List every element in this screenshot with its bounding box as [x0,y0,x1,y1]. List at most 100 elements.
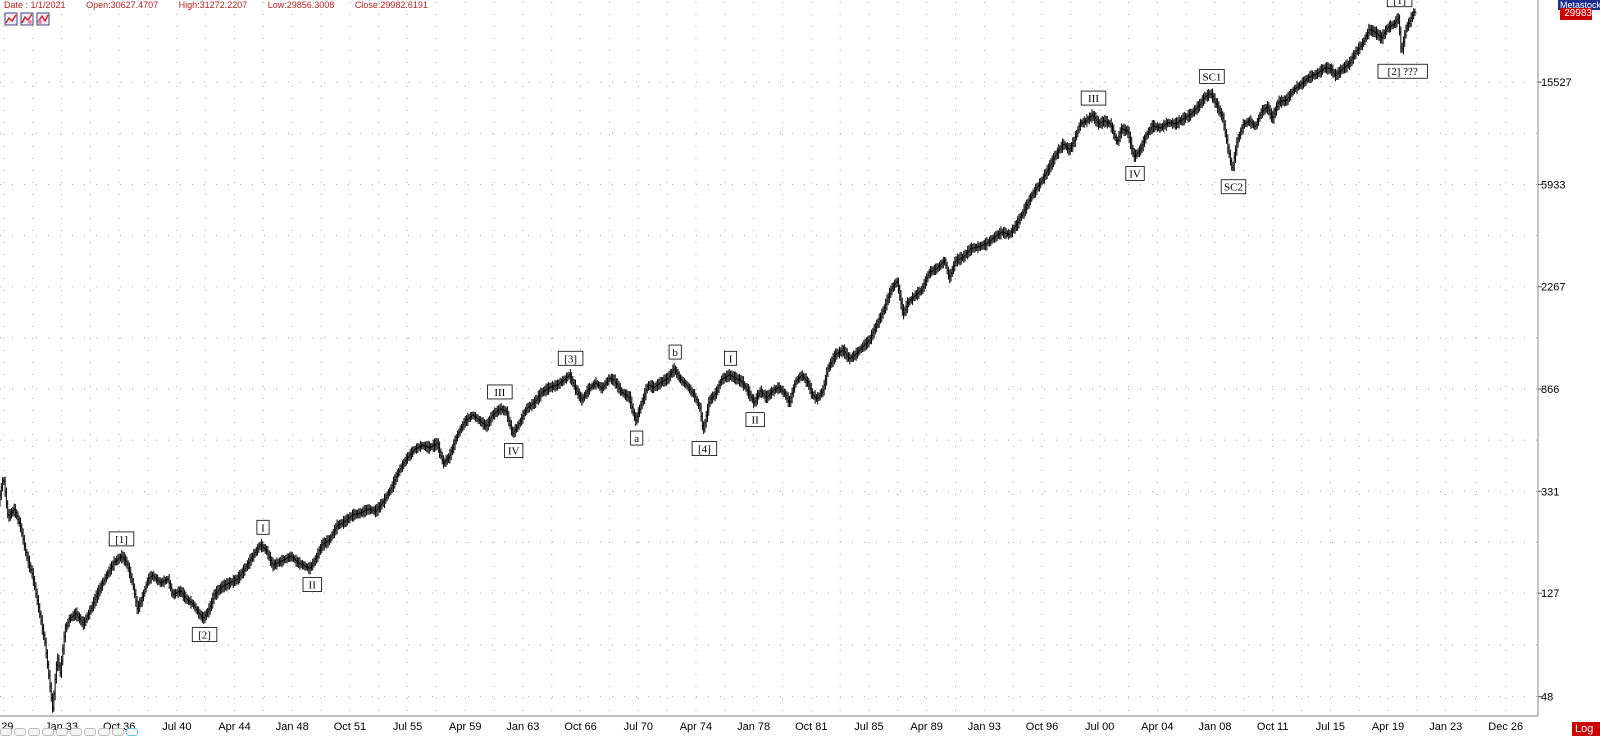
wave-label-text: II [751,415,759,427]
scroll-segment[interactable] [56,728,68,736]
wave-label-box [487,384,513,400]
ohlc-readout: Date : 1/1/2021 Open:30627.4707 High:312… [4,0,446,12]
wave-label-text: [2] [198,630,211,642]
date-readout: Date : 1/1/2021 [4,0,66,10]
wave-label-box [668,344,682,360]
wave-label-box [630,430,644,446]
x-tick-label: Jan 48 [276,721,309,733]
wave-label-box [1080,90,1107,106]
wave-label-text: I [729,353,733,365]
wave-label: [2] [191,627,218,642]
y-tick-label: 331 [1541,486,1559,498]
scroll-controls[interactable] [0,728,140,736]
wave-label-box [691,441,718,456]
wave-label-box [1199,69,1225,84]
x-tick-label: Oct 51 [334,721,366,733]
wave-label: I [724,350,738,366]
x-tick-label: Apr 19 [1372,721,1404,733]
wave-label: [1] [108,531,135,547]
log-scale-button[interactable]: Log [1572,722,1600,736]
low-readout: Low:29856.3008 [267,0,335,10]
wave-label-box [1220,179,1247,195]
last-price-badge: 29983 [1560,8,1592,20]
scroll-segment[interactable] [70,728,82,736]
wave-label: II [745,412,765,428]
metastock-tab[interactable]: Metastock [1558,0,1600,10]
x-tick-label: Apr 89 [910,721,942,733]
wave-label-text: a [634,433,639,445]
x-tick-label: Jul 55 [393,721,422,733]
wave-label-text: SC1 [1202,71,1221,83]
wave-label-text: [1] [115,534,128,546]
wave-label-text: IV [1129,168,1141,180]
wave-label: IV [504,443,524,458]
wave-label: b [668,344,682,360]
wave-label-text: III [1088,93,1099,105]
scroll-segment[interactable] [14,728,26,736]
chart-tool-icon[interactable] [20,12,34,26]
wave-label: III [487,384,513,400]
wave-label-text: IV [508,445,520,457]
scroll-segment[interactable] [126,728,138,736]
x-tick-label: Jan 63 [506,721,539,733]
wave-label-box [1377,63,1428,79]
wave-label: III [1080,90,1107,106]
wave-label-box [745,412,765,428]
x-tick-label: Oct 96 [1026,721,1058,733]
wave-label-text: I [261,522,265,534]
wave-label-box [504,443,524,458]
x-tick-label: Oct 66 [564,721,596,733]
x-tick-label: Jan 93 [968,721,1001,733]
x-tick-label: Apr 59 [449,721,481,733]
wave-label-box [557,350,584,366]
x-tick-label: Jul 00 [1085,721,1114,733]
scroll-segment[interactable] [42,728,54,736]
chart-tool-icon[interactable] [36,12,50,26]
wave-label-text: [1] [1393,0,1406,7]
scroll-segment[interactable] [98,728,110,736]
scroll-segment[interactable] [112,728,124,736]
chart-tool-icon[interactable] [4,12,18,26]
scroll-segment[interactable] [84,728,96,736]
x-tick-label: Jan 08 [1199,721,1232,733]
close-readout: Close:29982.6191 [354,0,428,10]
y-tick-label: 15527 [1541,77,1572,89]
wave-label: II [302,577,322,593]
wave-label: SC2 [1220,179,1247,195]
wave-label-text: [3] [564,353,577,365]
y-tick-label: 866 [1541,384,1559,396]
wave-label-box [108,531,135,547]
wave-label-text: SC2 [1224,182,1243,194]
scroll-segment[interactable] [0,728,12,736]
open-readout: Open:30627.4707 [86,0,159,10]
scroll-segment[interactable] [28,728,40,736]
wave-label-box [191,627,218,642]
wave-label-text: b [672,347,678,359]
wave-label: [2] ??? [1377,63,1428,79]
y-tick-label: 2267 [1541,282,1565,294]
x-tick-label: Apr 04 [1141,721,1173,733]
x-tick-label: Dec 26 [1488,721,1523,733]
x-tick-label: Jan 23 [1429,721,1462,733]
wave-label-box [256,519,270,535]
x-tick-label: Apr 74 [680,721,712,733]
x-tick-label: Jan 78 [737,721,770,733]
wave-label-text: [2] ??? [1388,66,1418,78]
x-tick-label: Jul 15 [1316,721,1345,733]
wave-label-text: [4] [698,444,711,456]
y-tick-label: 127 [1541,588,1559,600]
wave-label-text: III [494,387,505,399]
high-readout: High:31272.2207 [178,0,248,10]
wave-label: I [256,519,270,535]
x-tick-label: Jul 40 [162,721,191,733]
wave-label-box [1125,166,1145,181]
y-tick-label: 48 [1541,692,1553,704]
wave-label: IV [1125,166,1145,181]
wave-label-box [302,577,322,593]
x-tick-label: Apr 44 [218,721,250,733]
wave-label: a [630,430,644,446]
chart-toolbar [4,12,50,28]
wave-label: SC1 [1199,69,1225,84]
x-tick-label: Jul 70 [624,721,653,733]
